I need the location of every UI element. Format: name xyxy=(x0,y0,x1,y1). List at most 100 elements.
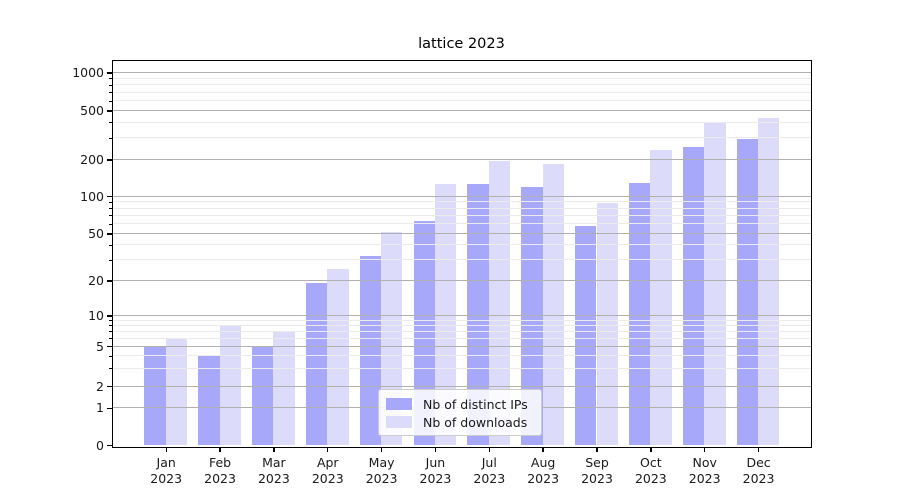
x-tick-label: Jun 2023 xyxy=(419,454,452,486)
y-minor-tick-mark xyxy=(108,355,112,357)
y-tick-mark xyxy=(106,280,112,282)
bar-downloads-oct xyxy=(650,149,672,445)
y-tick-label: 0 xyxy=(96,437,104,453)
y-tick-label: 50 xyxy=(88,226,104,241)
x-tick-mark xyxy=(273,447,275,452)
y-minor-tick-mark xyxy=(108,244,112,246)
bar-downloads-nov xyxy=(704,122,726,445)
legend-label-downloads: Nb of downloads xyxy=(423,414,528,430)
y-tick-mark xyxy=(106,444,112,447)
bar-distinct-ips-oct xyxy=(628,183,651,445)
minor-gridline xyxy=(112,137,811,139)
minor-gridline xyxy=(112,259,811,261)
minor-gridline xyxy=(112,207,811,209)
bar-distinct-ips-apr xyxy=(305,283,328,445)
y-tick-mark xyxy=(106,195,112,198)
legend-label-distinct-ips: Nb of distinct IPs xyxy=(423,396,528,412)
minor-gridline xyxy=(112,319,811,321)
bar-downloads-jun xyxy=(434,184,457,445)
y-minor-tick-mark xyxy=(108,320,112,322)
plot-area xyxy=(111,59,812,448)
x-tick-label: Nov 2023 xyxy=(688,454,721,486)
x-tick-mark xyxy=(488,447,490,452)
y-tick-mark xyxy=(106,110,112,112)
y-tick-label: 200 xyxy=(80,152,104,167)
bar-downloads-mar xyxy=(273,331,295,445)
x-tick-mark xyxy=(434,447,437,452)
major-gridline xyxy=(112,345,811,347)
x-tick-mark xyxy=(542,447,544,452)
bar-distinct-ips-may xyxy=(359,256,382,445)
y-tick-label: 10 xyxy=(88,308,104,323)
minor-gridline xyxy=(112,91,811,93)
x-tick-label: May 2023 xyxy=(365,454,398,486)
bar-downloads-sep xyxy=(596,202,618,445)
y-tick-mark xyxy=(106,386,112,388)
y-tick-mark xyxy=(106,72,112,74)
y-tick-mark xyxy=(106,346,112,348)
bar-distinct-ips-jun xyxy=(413,220,435,445)
bar-distinct-ips-jul xyxy=(467,183,489,445)
y-minor-tick-mark xyxy=(108,100,112,102)
bar-distinct-ips-feb xyxy=(198,355,220,445)
x-tick-label: Jul 2023 xyxy=(473,454,506,486)
major-gridline xyxy=(112,233,811,234)
minor-gridline xyxy=(112,223,811,225)
chart-title: lattice 2023 xyxy=(418,36,505,52)
x-tick-label: Apr 2023 xyxy=(311,454,344,486)
y-minor-tick-mark xyxy=(108,84,112,86)
y-tick-mark xyxy=(106,407,112,409)
y-tick-mark xyxy=(106,233,112,235)
major-gridline xyxy=(112,385,811,387)
y-minor-tick-mark xyxy=(108,331,112,333)
major-gridline xyxy=(112,280,811,281)
minor-gridline xyxy=(112,100,811,101)
bar-downloads-apr xyxy=(327,269,349,445)
x-tick-label: Oct 2023 xyxy=(634,454,667,486)
x-tick-label: Aug 2023 xyxy=(527,454,560,486)
bar-distinct-ips-sep xyxy=(575,226,597,445)
bar-distinct-ips-dec xyxy=(736,138,759,445)
major-gridline xyxy=(112,72,811,73)
y-tick-label: 1000 xyxy=(72,65,104,80)
minor-gridline xyxy=(112,84,811,86)
y-minor-tick-mark xyxy=(108,137,112,139)
y-tick-label: 5 xyxy=(96,338,104,354)
y-minor-tick-mark xyxy=(108,215,112,217)
x-tick-label: Feb 2023 xyxy=(204,454,236,486)
x-tick-label: Mar 2023 xyxy=(257,454,290,486)
bar-distinct-ips-nov xyxy=(682,146,705,445)
y-tick-mark xyxy=(106,159,112,161)
bar-downloads-dec xyxy=(758,117,780,445)
y-minor-tick-mark xyxy=(108,201,112,203)
minor-gridline xyxy=(112,337,811,339)
minor-gridline xyxy=(112,330,811,332)
minor-gridline xyxy=(112,244,811,246)
y-tick-label: 20 xyxy=(88,273,104,288)
y-tick-label: 2 xyxy=(96,378,104,394)
x-tick-mark xyxy=(219,447,221,452)
y-minor-tick-mark xyxy=(108,208,112,210)
major-gridline xyxy=(112,159,811,160)
bar-distinct-ips-jan xyxy=(144,346,166,445)
y-minor-tick-mark xyxy=(108,368,112,370)
bar-distinct-ips-aug xyxy=(521,187,543,445)
minor-gridline xyxy=(112,355,811,357)
legend-row-distinct-ips: Nb of distinct IPs xyxy=(386,396,534,412)
bar-downloads-feb xyxy=(219,325,241,445)
legend-row-downloads: Nb of downloads xyxy=(386,414,534,430)
x-tick-mark xyxy=(650,447,652,452)
x-tick-mark xyxy=(165,447,167,452)
y-tick-label: 500 xyxy=(80,103,104,118)
bar-distinct-ips-mar xyxy=(252,346,274,445)
y-minor-tick-mark xyxy=(108,78,112,80)
major-gridline xyxy=(112,195,811,197)
legend-swatch-downloads-icon xyxy=(386,416,412,428)
major-gridline xyxy=(112,315,811,316)
y-minor-tick-mark xyxy=(108,92,112,94)
minor-gridline xyxy=(112,201,811,203)
minor-gridline xyxy=(112,121,811,123)
minor-gridline xyxy=(112,214,811,216)
bar-downloads-jan xyxy=(165,338,188,445)
major-gridline xyxy=(112,110,811,111)
